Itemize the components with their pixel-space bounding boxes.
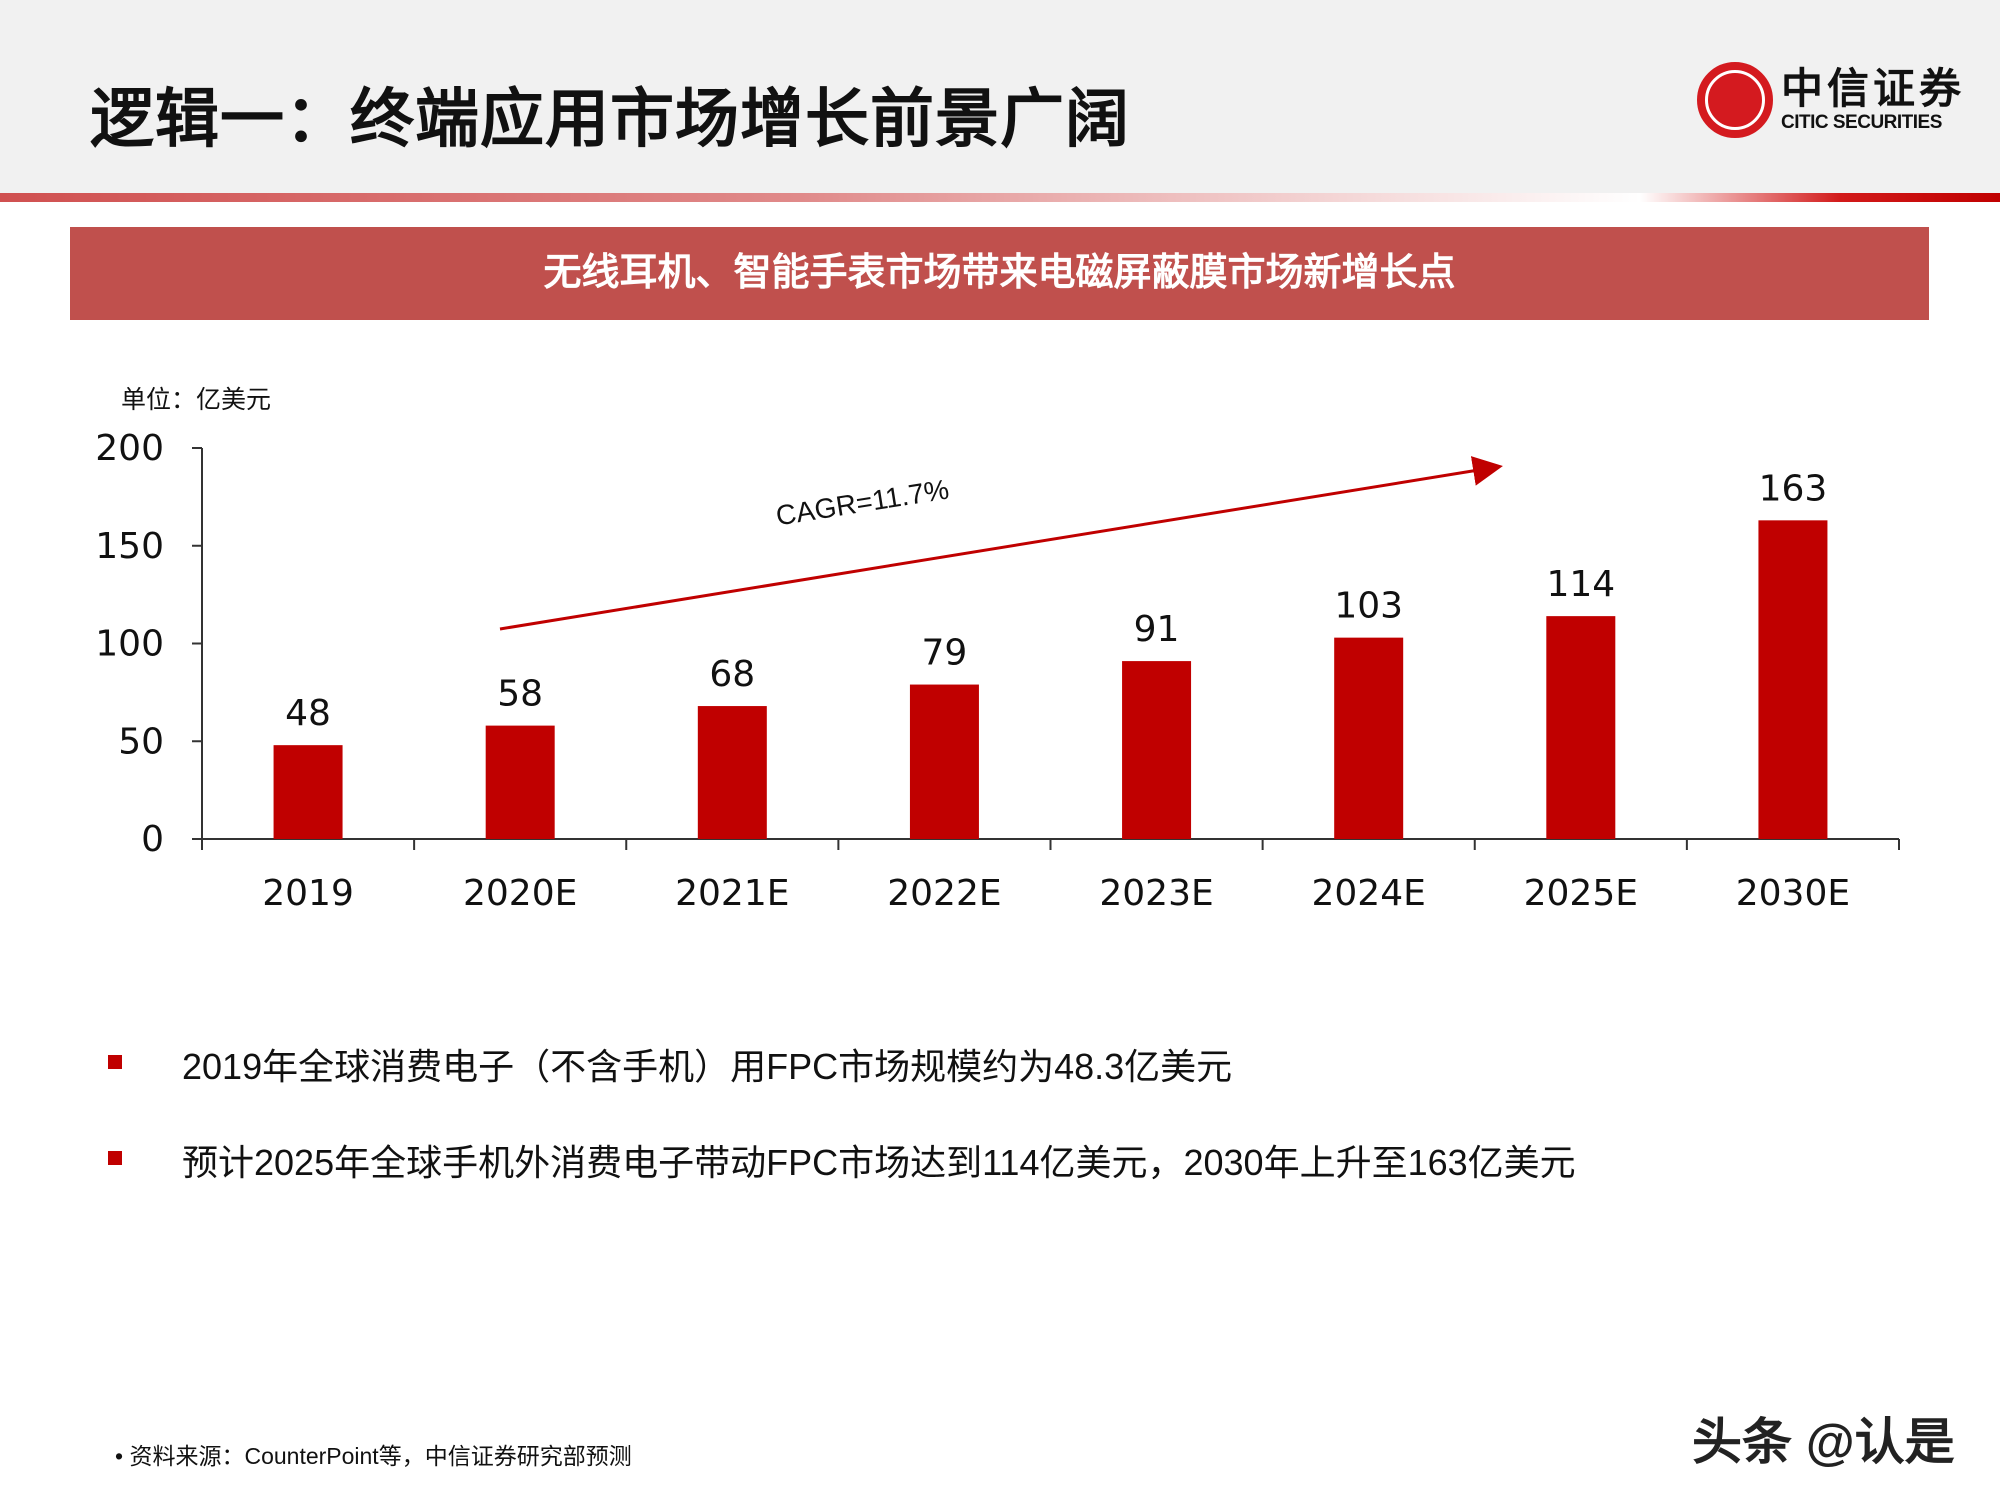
data-label: 68	[709, 654, 755, 695]
x-tick-label: 2024E	[1312, 873, 1426, 914]
logo-en: CITIC SECURITIES	[1781, 112, 1942, 133]
bullet-marker	[108, 1151, 122, 1165]
data-label: 48	[285, 693, 331, 734]
watermark: 头条 @认是	[1692, 1414, 1955, 1470]
x-tick-label: 2025E	[1524, 873, 1638, 914]
bar-2020E	[485, 725, 555, 839]
bar-2024E	[1334, 637, 1404, 839]
data-label: 163	[1759, 468, 1828, 509]
y-tick-label: 150	[95, 526, 164, 567]
citic-logo-icon	[1697, 62, 1773, 138]
bar-chart: 0 50 100 150 200 48 2019 58 2020E 68 2021E 79 2022E 9…	[95, 428, 1900, 914]
unit-label: 单位：亿美元	[121, 386, 272, 414]
bar-2023E	[1122, 661, 1192, 839]
page-title: 逻辑一：终端应用市场增长前景广阔	[90, 83, 1130, 155]
data-label: 79	[922, 633, 968, 674]
bar-2021E	[697, 706, 767, 839]
y-tick-label: 200	[95, 428, 164, 469]
source-note: • 资料来源：CounterPoint等，中信证券研究部预测	[115, 1443, 632, 1469]
x-tick-label: 2022E	[887, 873, 1001, 914]
section-banner: 无线耳机、智能手表市场带来电磁屏蔽膜市场新增长点	[70, 227, 1929, 320]
data-label: 91	[1134, 609, 1180, 650]
citic-logo: 中信证券 CITIC SECURITIES	[1697, 62, 1965, 138]
bar-2025E	[1546, 616, 1616, 839]
bullet-text: 2019年全球消费电子（不含手机）用FPC市场规模约为48.3亿美元	[182, 1046, 1233, 1087]
x-tick-label: 2020E	[463, 873, 577, 914]
x-tick-label: 2019	[262, 873, 354, 914]
data-label: 103	[1334, 586, 1403, 627]
data-label: 58	[497, 674, 543, 715]
y-tick-label: 100	[95, 624, 164, 665]
data-label: 114	[1546, 564, 1615, 605]
bar-2030E	[1758, 520, 1828, 839]
bar-2019	[273, 745, 343, 839]
x-tick-label: 2021E	[675, 873, 789, 914]
y-tick-label: 0	[141, 819, 164, 860]
bullet-marker	[108, 1055, 122, 1069]
logo-cn: 中信证券	[1781, 64, 1966, 113]
source-text: 资料来源：CounterPoint等，中信证券研究部预测	[129, 1443, 632, 1469]
cagr-arrow	[499, 456, 1503, 631]
bar-2022E	[909, 684, 979, 839]
header: 逻辑一：终端应用市场增长前景广阔 中信证券 CITIC SECURITIES	[0, 0, 2000, 193]
header-divider	[0, 193, 2000, 202]
y-tick-label: 50	[118, 721, 164, 762]
x-tick-label: 2030E	[1736, 873, 1850, 914]
bullet-text: 预计2025年全球手机外消费电子带动FPC市场达到114亿美元，2030年上升至…	[182, 1142, 1576, 1183]
x-tick-label: 2023E	[1099, 873, 1213, 914]
cagr-annotation: CAGR=11.7%	[774, 474, 951, 532]
